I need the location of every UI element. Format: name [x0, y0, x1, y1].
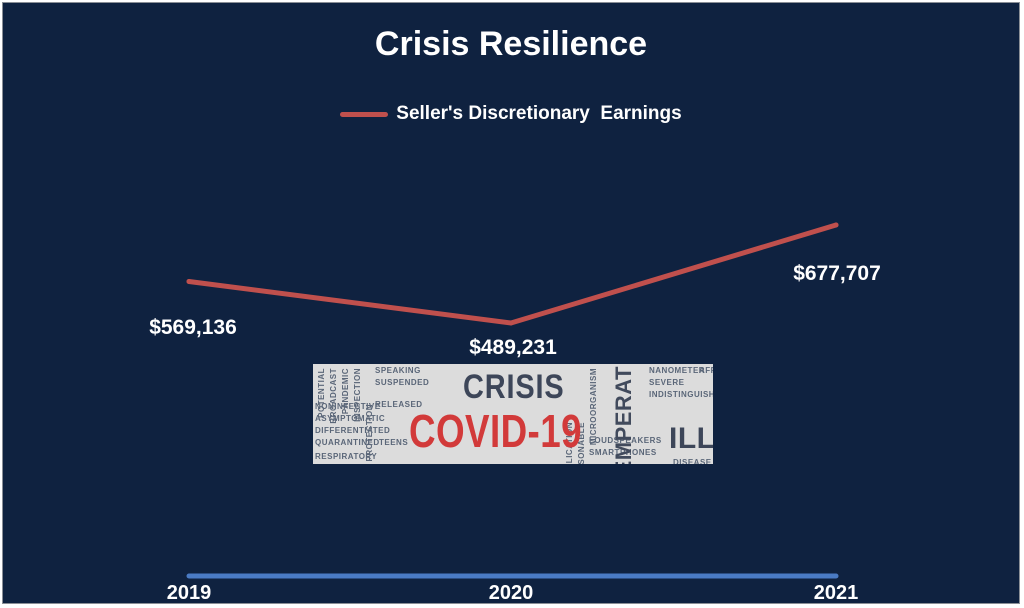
legend-swatch: [340, 111, 389, 117]
word-cloud-small-word: SEVERE: [649, 378, 685, 387]
covid-word-cloud-image: SPEAKING SUSPENDED RELEASED POTENTIAL BROADC…: [313, 364, 713, 464]
word-cloud-small-word: RESPIRATORY: [315, 452, 378, 461]
word-cloud-small-word: SUSPENDED: [375, 378, 430, 387]
word-cloud-small-word: SPEAKING: [375, 366, 421, 375]
word-cloud-small-word: MICROORGANISM: [589, 368, 598, 446]
series-line: [186, 222, 839, 326]
data-label-2020: $489,231: [469, 336, 557, 359]
word-cloud-ill: ILL: [669, 422, 713, 455]
word-cloud-covid-19: COVID-19: [409, 405, 582, 457]
data-point-2020: [508, 320, 514, 326]
plot-area: $569,136 $489,231 $677,707 2019 2020 2021: [149, 222, 881, 604]
word-cloud-small-word: AFRICA: [699, 366, 713, 375]
legend: Seller's Discretionary Earnings: [3, 103, 1019, 125]
x-tick-label-2020: 2020: [489, 582, 534, 604]
word-cloud-small-word: DISEASE: [673, 458, 712, 464]
word-cloud-small-word: SMARTPHONES: [589, 448, 657, 457]
data-label-2019: $569,136: [149, 316, 237, 339]
x-tick-label-2021: 2021: [814, 582, 859, 604]
word-cloud-small-word: INDISTINGUISHABLE: [649, 390, 713, 399]
word-cloud-small-word: NONINFECTIVE: [315, 402, 381, 411]
word-cloud-temperat: TEMPERAT: [611, 366, 636, 464]
data-point-2019: [186, 279, 192, 284]
word-cloud-small-word: LOUDSPEAKERS: [589, 436, 662, 445]
word-cloud-small-word: RELEASED: [375, 400, 423, 409]
word-cloud-small-word: TEENS: [379, 438, 409, 447]
word-cloud-small-word: ASYMPTOMATIC: [315, 414, 386, 423]
x-tick-label-2019: 2019: [167, 582, 212, 604]
data-label-2021: $677,707: [793, 262, 881, 285]
word-cloud-small-word: QUARANTINED: [315, 438, 380, 447]
word-cloud-small-word: DIFFERENTIATED: [315, 426, 391, 435]
word-cloud-crisis: CRISIS: [463, 368, 565, 406]
legend-label: Seller's Discretionary Earnings: [396, 103, 682, 124]
chart-title: Crisis Resilience: [374, 25, 648, 63]
data-point-2021: [833, 222, 839, 228]
word-cloud-small-word: NANOMETER: [649, 366, 706, 375]
